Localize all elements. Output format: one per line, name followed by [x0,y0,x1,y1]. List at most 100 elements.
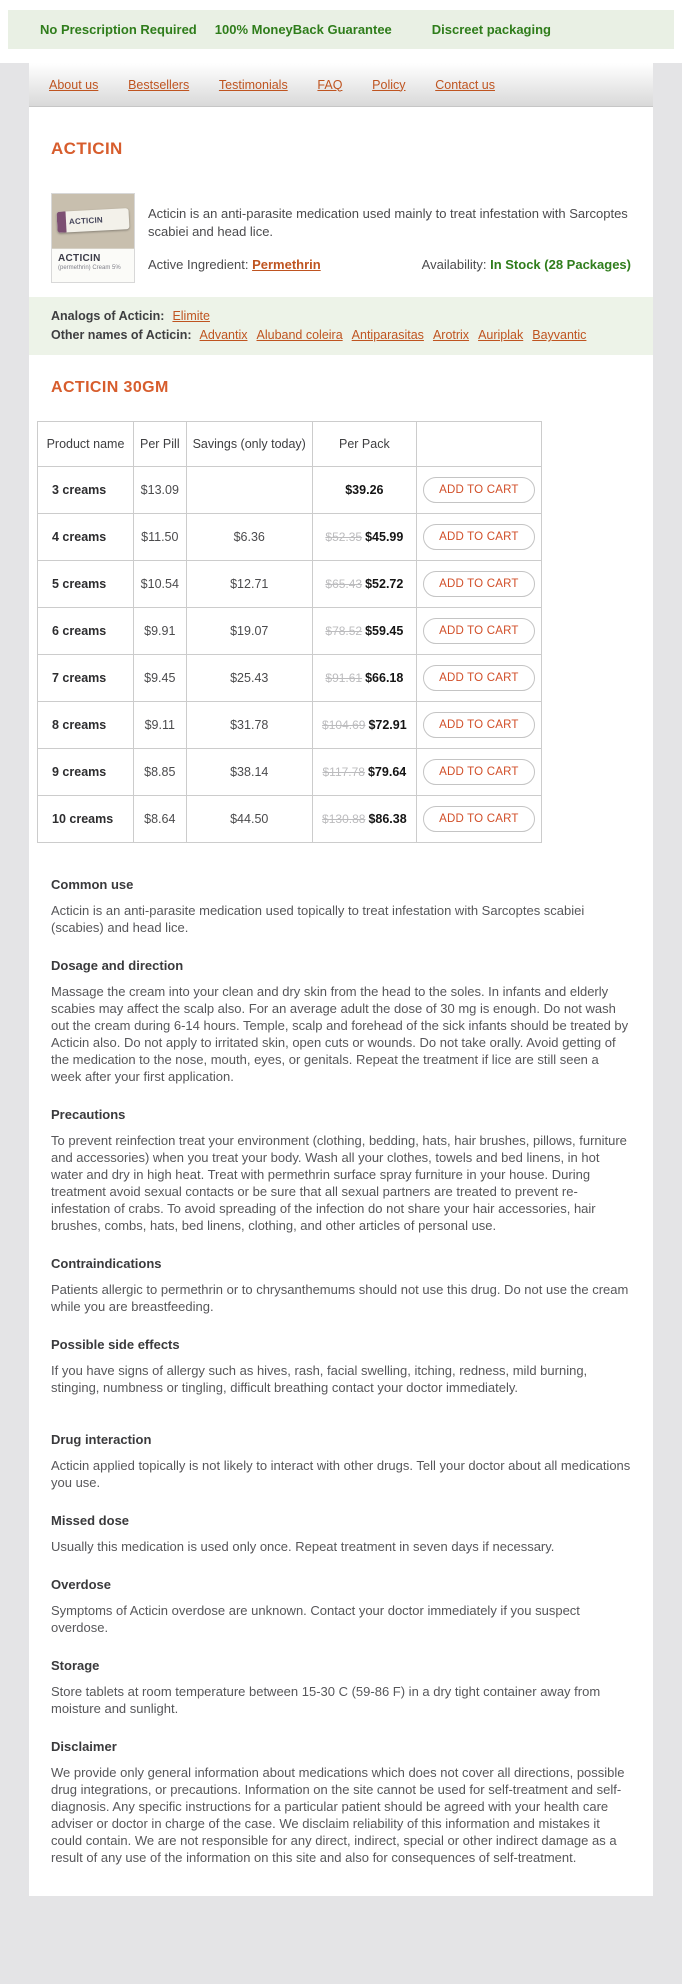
cell-per-pack: $91.61 $66.18 [311,654,417,702]
table-row: 5 creams $10.54 $12.71 $65.43 $52.72 ADD TO C… [37,560,542,608]
other-name-link-advantix[interactable]: Advantix [199,328,248,342]
cell-per-pill: $9.91 [133,607,187,655]
product-description: Acticin is an anti-parasite medication u… [148,206,628,239]
availability-label: Availability: [421,257,487,272]
cell-action: ADD TO CART [415,607,542,655]
cell-per-pack: $130.88 $86.38 [311,795,417,843]
column-header-actions [415,421,542,467]
pack-price: $72.91 [368,718,407,732]
add-to-cart-button[interactable]: ADD TO CART [422,477,535,503]
cell-action: ADD TO CART [415,748,542,796]
add-to-cart-button[interactable]: ADD TO CART [422,759,535,785]
drug-info-sections: Common use Acticin is an anti-parasite me… [51,843,631,1872]
section-heading-drug-interaction: Drug interaction [51,1432,152,1447]
other-names-label: Other names of Acticin: [51,328,192,342]
add-to-cart-button[interactable]: ADD TO CART [422,806,535,832]
cell-per-pill: $9.45 [133,654,187,702]
section-body-overdose: Symptoms of Acticin overdose are unknown… [51,1603,580,1635]
table-row: 10 creams $8.64 $44.50 $130.88 $86.38 ADD TO … [37,795,542,843]
section-body-missed-dose: Usually this medication is used only onc… [51,1539,555,1554]
other-names-row: Other names of Acticin: Advantix Aluband c… [51,326,631,345]
benefit-100-moneyback-guarantee: 100% MoneyBack Guarantee [214,22,392,37]
benefits-bar: No Prescription Required 100% MoneyBack G… [8,10,674,49]
add-to-cart-button[interactable]: ADD TO CART [422,712,535,738]
other-name-link-bayvantic[interactable]: Bayvantic [532,328,587,342]
analog-link-elimite[interactable]: Elimite [172,309,210,323]
cell-per-pill: $8.85 [133,748,187,796]
content-card: ACTICIN ACTICIN ACTICIN (permethrin) Cre… [29,107,653,1896]
cell-savings: $19.07 [185,607,313,655]
cell-product-name: 7 creams [37,654,134,702]
nav-link-bestsellers[interactable]: Bestsellers [128,77,190,92]
old-price: $52.35 [325,530,363,544]
pack-price: $45.99 [365,530,404,544]
other-name-link-arotrix[interactable]: Arotrix [432,328,470,342]
table-row: 9 creams $8.85 $38.14 $117.78 $79.64 ADD TO C… [37,748,542,796]
pack-price: $66.18 [365,671,404,685]
table-row: 4 creams $11.50 $6.36 $52.35 $45.99 ADD TO CA… [37,513,542,561]
add-to-cart-button[interactable]: ADD TO CART [422,571,535,597]
cell-per-pill: $10.54 [133,560,187,608]
product-photo-box: ACTICIN (permethrin) Cream 5% [52,248,134,282]
analogs-label: Analogs of Acticin: [51,309,165,323]
section-body-contraindications: Patients allergic to permethrin or to ch… [51,1282,629,1314]
cell-action: ADD TO CART [415,466,542,514]
cell-product-name: 5 creams [37,560,134,608]
nav-link-faq[interactable]: FAQ [317,77,343,92]
add-to-cart-button[interactable]: ADD TO CART [422,665,535,691]
cell-product-name: 3 creams [37,466,134,514]
section-body-storage: Store tablets at room temperature betwee… [51,1684,601,1716]
table-row: 3 creams $13.09 $39.26 ADD TO CART [37,466,542,514]
tube-label: ACTICIN [68,215,104,227]
pack-price: $79.64 [367,765,407,779]
add-to-cart-button[interactable]: ADD TO CART [422,618,535,644]
other-name-link-antiparasitas[interactable]: Antiparasitas [351,328,424,342]
cell-per-pack: $117.78 $79.64 [311,748,417,796]
cell-savings [185,466,313,514]
cell-per-pack: $65.43 $52.72 [311,560,417,608]
column-header-savings-only-today: Savings (only today) [185,421,313,467]
cell-per-pack: $78.52 $59.45 [311,607,417,655]
cell-per-pack: $39.26 [311,466,417,514]
pack-price: $59.45 [365,624,404,638]
add-to-cart-button[interactable]: ADD TO CART [422,524,535,550]
old-price: $91.61 [325,671,363,685]
cell-per-pack: $52.35 $45.99 [311,513,417,561]
nav-link-contact-us[interactable]: Contact us [435,77,495,92]
column-header-per-pill: Per Pill [133,421,187,467]
cell-action: ADD TO CART [415,560,542,608]
active-ingredient-link[interactable]: Permethrin [252,257,321,272]
cell-per-pack: $104.69 $72.91 [311,701,417,749]
section-heading-overdose: Overdose [51,1577,111,1592]
main-nav: About us Bestsellers Testimonials FAQ Policy… [29,63,653,107]
cell-product-name: 8 creams [37,701,134,749]
cell-action: ADD TO CART [415,513,542,561]
other-name-link-aluband-coleira[interactable]: Aluband coleira [256,328,343,342]
cell-action: ADD TO CART [415,795,542,843]
section-body-possible-side-effects: If you have signs of allergy such as hiv… [51,1363,588,1395]
benefit-no-prescription-required: No Prescription Required [40,22,197,37]
cell-savings: $44.50 [185,795,313,843]
table-row: 6 creams $9.91 $19.07 $78.52 $59.45 ADD TO CA… [37,607,542,655]
other-name-link-auriplak[interactable]: Auriplak [478,328,524,342]
product-image: ACTICIN ACTICIN (permethrin) Cream 5% [51,193,135,283]
cell-per-pill: $8.64 [133,795,187,843]
old-price: $78.52 [325,624,363,638]
product-overview: ACTICIN ACTICIN (permethrin) Cream 5% Ac… [51,193,631,283]
table-row: 7 creams $9.45 $25.43 $91.61 $66.18 ADD TO CA… [37,654,542,702]
availability: Availability: In Stock (28 Packages) [422,257,631,272]
old-price: $65.43 [325,577,363,591]
analogs-row: Analogs of Acticin: Elimite [51,307,631,326]
section-body-disclaimer: We provide only general information abou… [51,1765,625,1865]
old-price: $104.69 [322,718,366,732]
nav-link-testimonials[interactable]: Testimonials [218,77,288,92]
nav-link-policy[interactable]: Policy [372,77,406,92]
benefit-discreet-packaging: Discreet packaging [431,22,551,37]
section-heading-missed-dose: Missed dose [51,1513,130,1528]
column-header-product-name: Product name [37,421,134,467]
pack-title: ACTICIN 30GM [51,379,169,396]
table-row: 8 creams $9.11 $31.78 $104.69 $72.91 ADD TO C… [37,701,542,749]
nav-link-about-us[interactable]: About us [49,77,99,92]
cell-action: ADD TO CART [415,701,542,749]
active-ingredient-label: Active Ingredient: [148,257,249,272]
